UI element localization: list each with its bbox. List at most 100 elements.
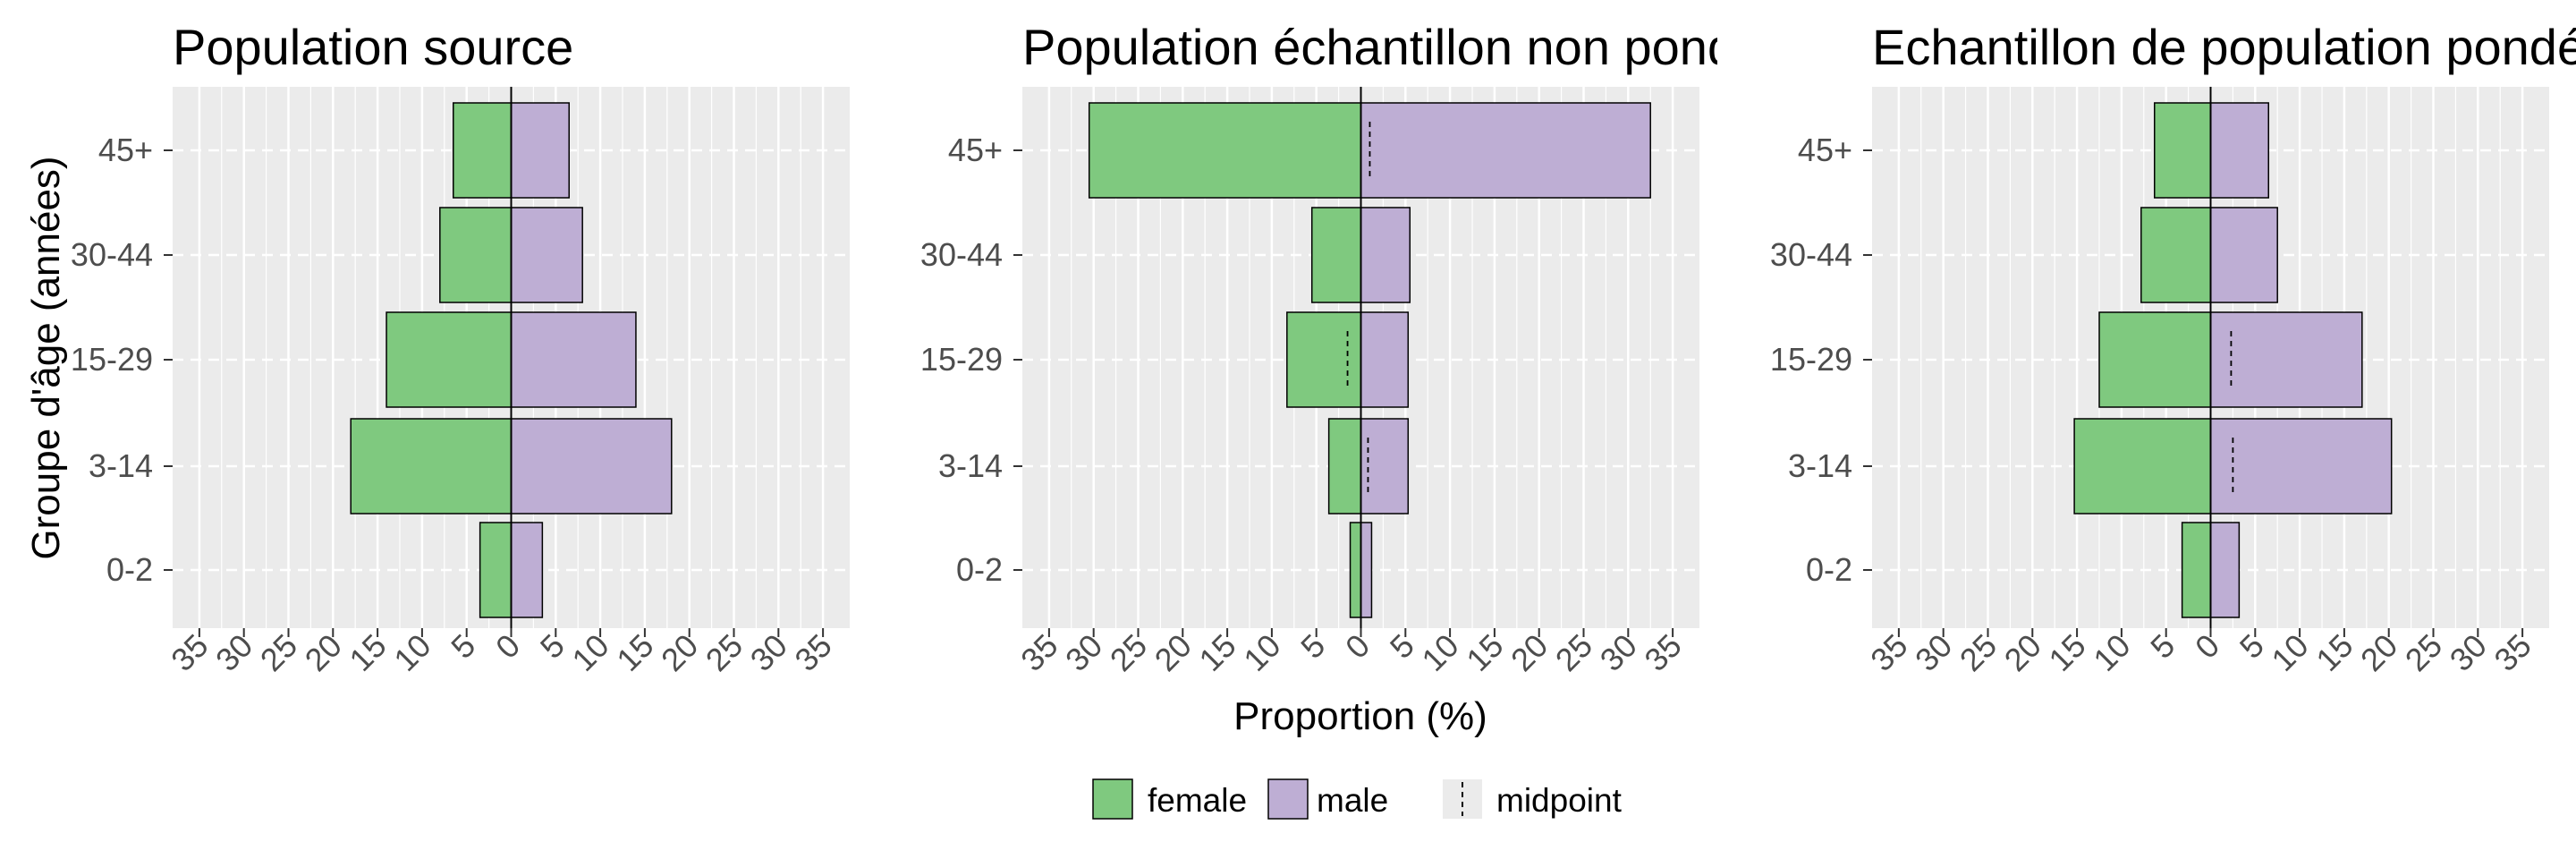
x-tick-label: 25 (253, 627, 304, 678)
x-tick-label: 20 (1148, 627, 1199, 678)
x-tick-label: 15 (2041, 627, 2092, 678)
bar-male-45+ (1360, 102, 1651, 199)
x-tick-label: 5 (2233, 627, 2271, 666)
x-tick-label: 20 (1997, 627, 2048, 678)
x-tick-label: 5 (533, 627, 572, 666)
panel-1: Population source 0-2 3-14 15-29 30-44 45+ 3… (71, 19, 850, 678)
bar-female-45+ (2153, 102, 2212, 199)
x-tick-label: 15 (2309, 627, 2360, 678)
x-tick-label: 35 (787, 627, 838, 678)
x-tick-label: 10 (2264, 627, 2315, 678)
legend-male-label: male (1317, 782, 1388, 819)
x-tick-label: 30 (743, 627, 794, 678)
bar-female-3-14 (1327, 418, 1362, 515)
bar-male-15-29 (1360, 311, 1410, 408)
x-tick-label: 35 (1863, 627, 1914, 678)
bar-male-3-14 (510, 418, 673, 515)
x-tick-label: 25 (2398, 627, 2449, 678)
legend: female male midpoint (1092, 778, 1623, 820)
y-tick-label: 30-44 (71, 236, 153, 273)
x-tick-label: 5 (444, 627, 482, 666)
y-tick-label: 0-2 (106, 551, 153, 588)
x-tick-label: 25 (699, 627, 750, 678)
bar-male-3-14 (1360, 418, 1410, 515)
x-tick-label: 15 (1459, 627, 1510, 678)
y-tick-label: 0-2 (1806, 551, 1852, 588)
bar-male-45+ (510, 102, 570, 199)
bar-female-30-44 (439, 207, 513, 303)
y-tick-label: 30-44 (1770, 236, 1852, 273)
bar-male-30-44 (510, 207, 583, 303)
x-tick-label: 15 (609, 627, 660, 678)
bar-female-45+ (453, 102, 513, 199)
bar-female-45+ (1088, 102, 1362, 199)
x-tick-label: 35 (1013, 627, 1064, 678)
x-tick-label: 30 (1908, 627, 1959, 678)
x-tick-label: 10 (1414, 627, 1465, 678)
panel-2: Population échantillon non pondérée 0-2 3… (920, 19, 1835, 678)
bar-female-30-44 (2140, 207, 2212, 303)
bar-female-3-14 (350, 418, 513, 515)
panel-2-bars (1088, 87, 1651, 628)
x-tick-label: 30 (2443, 627, 2494, 678)
bar-male-15-29 (510, 311, 637, 408)
x-tick-label: 0 (488, 627, 527, 666)
panel-3-bars (2073, 87, 2393, 628)
y-tick-label: 15-29 (1770, 341, 1852, 378)
x-axis-title: Proportion (%) (1233, 694, 1487, 738)
y-tick-label: 3-14 (89, 447, 153, 484)
bar-male-0-2 (2209, 522, 2241, 618)
bar-female-15-29 (386, 311, 513, 408)
y-tick-label: 45+ (1798, 132, 1852, 168)
y-tick-label: 0-2 (956, 551, 1003, 588)
bar-female-15-29 (1286, 311, 1362, 408)
bar-female-30-44 (1310, 207, 1362, 303)
x-tick-label: 0 (1338, 627, 1377, 666)
bar-female-0-2 (2181, 522, 2212, 618)
y-tick-label: 30-44 (920, 236, 1003, 273)
x-tick-label: 10 (2086, 627, 2137, 678)
x-tick-label: 30 (208, 627, 259, 678)
panel-2-title: Population échantillon non pondérée (1022, 19, 1835, 75)
x-tick-label: 35 (2487, 627, 2538, 678)
x-tick-label: 20 (2353, 627, 2404, 678)
bar-female-3-14 (2073, 418, 2212, 515)
x-tick-label: 25 (1548, 627, 1599, 678)
x-tick-label: 20 (1504, 627, 1555, 678)
x-tick-label: 25 (1953, 627, 2004, 678)
bar-female-0-2 (1349, 522, 1362, 618)
legend-midpoint-label: midpoint (1496, 782, 1623, 819)
bar-female-0-2 (479, 522, 513, 618)
panel-2-y-tick-labels: 0-2 3-14 15-29 30-44 45+ (920, 132, 1022, 588)
x-tick-label: 5 (1383, 627, 1421, 666)
x-tick-label: 10 (1236, 627, 1287, 678)
bar-male-45+ (2209, 102, 2269, 199)
bar-male-30-44 (2209, 207, 2278, 303)
x-tick-label: 10 (564, 627, 615, 678)
y-tick-label: 45+ (948, 132, 1003, 168)
panel-1-title: Population source (173, 19, 573, 75)
bar-female-15-29 (2098, 311, 2212, 408)
x-tick-label: 20 (654, 627, 705, 678)
y-axis-title: Groupe d'âge (années) (24, 156, 68, 559)
x-tick-label: 20 (298, 627, 349, 678)
panel-3-y-tick-labels: 0-2 3-14 15-29 30-44 45+ (1770, 132, 1872, 588)
legend-male-swatch (1267, 778, 1309, 820)
x-tick-label: 30 (1593, 627, 1644, 678)
y-tick-label: 3-14 (1788, 447, 1852, 484)
bar-male-0-2 (1360, 522, 1373, 618)
x-tick-label: 15 (1191, 627, 1242, 678)
x-tick-label: 35 (1637, 627, 1688, 678)
x-tick-label: 5 (2143, 627, 2182, 666)
x-tick-label: 30 (1058, 627, 1109, 678)
panel-1-bars (350, 87, 673, 628)
x-tick-label: 0 (2188, 627, 2226, 666)
y-tick-label: 15-29 (71, 341, 153, 378)
bar-male-15-29 (2209, 311, 2363, 408)
y-tick-label: 3-14 (938, 447, 1003, 484)
legend-female-label: female (1148, 782, 1247, 819)
panel-1-y-tick-labels: 0-2 3-14 15-29 30-44 45+ (71, 132, 173, 588)
